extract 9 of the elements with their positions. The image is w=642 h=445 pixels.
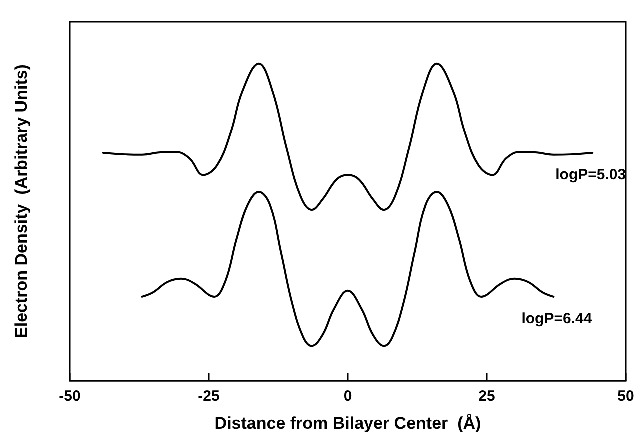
y-axis-title: Electron Density (Arbitrary Units) [12,64,31,338]
x-tick-label: -25 [198,388,220,405]
x-tick-label: 25 [478,388,496,405]
x-tick-label: 0 [344,388,352,405]
x-axis-title: Distance from Bilayer Center (Å) [214,414,482,433]
x-tick-label: 50 [618,388,634,405]
series-label: logP=6.44 [522,310,593,328]
x-tick-label: -50 [59,388,81,405]
series-label: logP=5.03 [556,166,626,184]
